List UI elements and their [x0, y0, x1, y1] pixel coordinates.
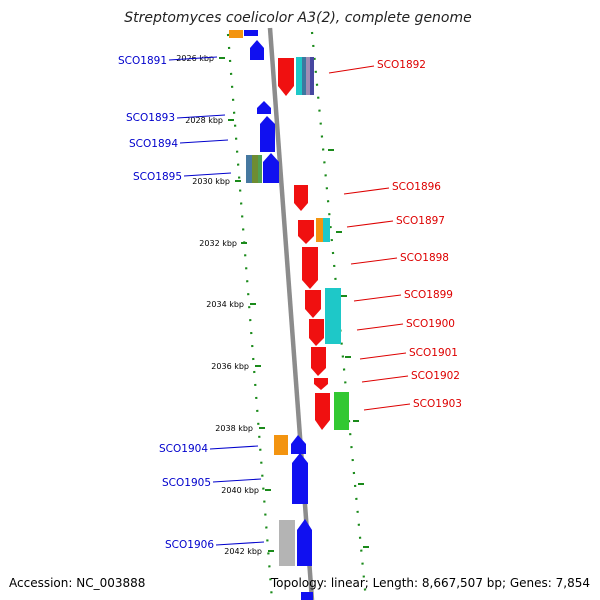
- ruler-label: 2036 kbp: [211, 362, 249, 371]
- gene-arrow-SCO1897[interactable]: [298, 220, 314, 244]
- reverse-gene-labels: SCO1892 SCO1896 SCO1897 SCO1898 SCO1899 …: [377, 59, 462, 410]
- feature-block: [274, 435, 288, 455]
- reverse-genes: [278, 58, 330, 430]
- feature-block: [334, 392, 349, 430]
- gene-arrow-SCO1899[interactable]: [305, 290, 321, 318]
- connector-SCO1901: [359, 352, 407, 360]
- connector-SCO1900: [356, 323, 404, 331]
- topology-text: Topology: linear; Length: 8,667,507 bp; …: [270, 576, 590, 590]
- gene-label-SCO1906[interactable]: SCO1906: [165, 539, 214, 551]
- connector-SCO1899: [353, 294, 402, 302]
- gene-label-SCO1898[interactable]: SCO1898: [400, 252, 449, 264]
- ruler-label: 2030 kbp: [192, 177, 230, 186]
- feature-block: [258, 155, 262, 183]
- ruler-label: 2038 kbp: [215, 424, 253, 433]
- connector-SCO1896: [343, 187, 390, 195]
- connector-SCO1892: [328, 65, 375, 74]
- connector-SCO1891: [168, 56, 218, 61]
- feature-block: [252, 155, 258, 183]
- gene-arrow-partial[interactable]: [301, 592, 313, 600]
- feature-block: [310, 57, 314, 95]
- gene-arrow-SCO1891-a[interactable]: [244, 30, 258, 36]
- ruler-label: 2034 kbp: [206, 300, 244, 309]
- gene-label-SCO1891[interactable]: SCO1891: [118, 55, 167, 67]
- connector-SCO1898: [350, 257, 398, 265]
- gene-arrow-SCO1904[interactable]: [291, 435, 306, 454]
- gene-label-SCO1905[interactable]: SCO1905: [162, 477, 211, 489]
- gene-label-SCO1895[interactable]: SCO1895: [133, 171, 182, 183]
- feature-block: [246, 155, 252, 183]
- gene-label-SCO1896[interactable]: SCO1896: [392, 181, 441, 193]
- connector-SCO1902: [361, 375, 409, 383]
- accession-text: Accession: NC_003888: [9, 576, 145, 590]
- gene-arrow-SCO1894[interactable]: [260, 116, 275, 152]
- gene-label-SCO1904[interactable]: SCO1904: [159, 443, 208, 455]
- ruler-label: 2032 kbp: [199, 239, 237, 248]
- connector-SCO1895: [183, 172, 232, 177]
- gene-arrow-SCO1898[interactable]: [302, 247, 318, 289]
- gene-label-SCO1894[interactable]: SCO1894: [129, 138, 178, 150]
- gene-arrow-SCO1903[interactable]: [315, 393, 330, 430]
- feature-block: [325, 288, 341, 344]
- gene-arrow-SCO1900[interactable]: [309, 319, 324, 346]
- gene-arrow-SCO1901[interactable]: [311, 347, 326, 376]
- gene-label-SCO1897[interactable]: SCO1897: [396, 215, 445, 227]
- feature-block: [296, 57, 302, 95]
- connector-SCO1905: [212, 478, 262, 483]
- gene-label-SCO1900[interactable]: SCO1900: [406, 318, 455, 330]
- genome-title: Streptomyces coelicolor A3(2), complete …: [124, 10, 472, 26]
- gene-arrow-SCO1905[interactable]: [292, 453, 308, 504]
- gene-label-SCO1899[interactable]: SCO1899: [404, 289, 453, 301]
- connector-SCO1903: [363, 403, 411, 411]
- gene-arrow-SCO1893[interactable]: [257, 101, 271, 114]
- connector-SCO1897: [346, 220, 394, 228]
- gene-arrow-SCO1896[interactable]: [294, 185, 308, 211]
- feature-block: [306, 57, 310, 95]
- track-band: [232, 32, 368, 600]
- ruler-label: 2042 kbp: [224, 547, 262, 556]
- forward-gene-labels: SCO1891 SCO1893 SCO1894 SCO1895 SCO1904 …: [118, 55, 214, 551]
- connector-SCO1894: [179, 139, 229, 144]
- ruler-ticks: [219, 57, 369, 552]
- gene-arrow-SCO1891-b[interactable]: [250, 40, 264, 60]
- gene-arrow-SCO1906[interactable]: [297, 519, 312, 566]
- feature-block: [302, 57, 306, 95]
- forward-genes: [244, 30, 313, 600]
- gene-label-SCO1901[interactable]: SCO1901: [409, 347, 458, 359]
- gene-label-SCO1893[interactable]: SCO1893: [126, 112, 175, 124]
- gene-arrow-SCO1892[interactable]: [278, 58, 294, 96]
- feature-block: [316, 218, 323, 242]
- feature-blocks: [229, 30, 349, 566]
- label-connectors: [168, 56, 411, 546]
- ruler-label: 2040 kbp: [221, 486, 259, 495]
- feature-block: [323, 218, 330, 242]
- feature-block: [279, 520, 295, 566]
- connector-SCO1906: [215, 541, 265, 546]
- gene-label-SCO1902[interactable]: SCO1902: [411, 370, 460, 382]
- gene-arrow-SCO1902[interactable]: [314, 378, 328, 390]
- ruler-label: 2028 kbp: [185, 116, 223, 125]
- connector-SCO1904: [209, 445, 259, 450]
- genome-backbone: [267, 27, 315, 600]
- gene-label-SCO1903[interactable]: SCO1903: [413, 398, 462, 410]
- gene-label-SCO1892[interactable]: SCO1892: [377, 59, 426, 71]
- gene-arrow-SCO1895[interactable]: [263, 153, 279, 183]
- connector-SCO1893: [176, 114, 226, 119]
- feature-block: [229, 30, 243, 38]
